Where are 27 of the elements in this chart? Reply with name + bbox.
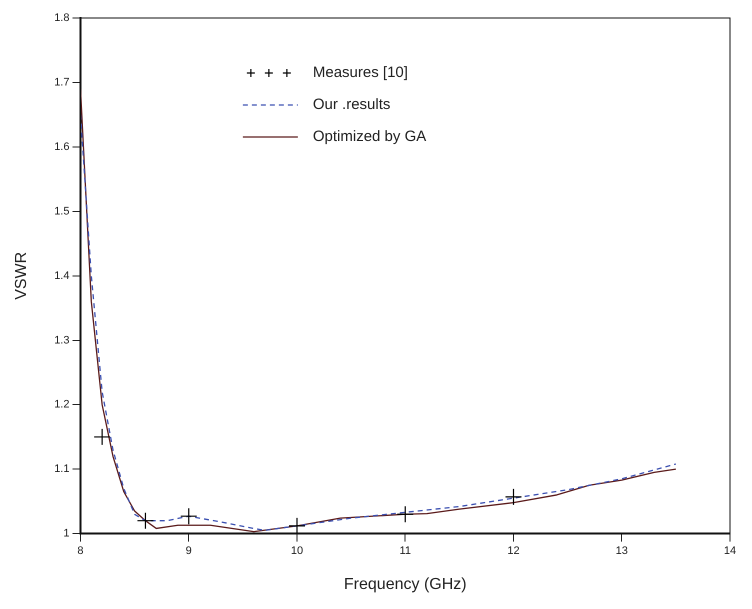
x-tick-label: 13 bbox=[616, 545, 628, 558]
x-tick-label: 11 bbox=[400, 545, 411, 558]
legend-label: Measures [10] bbox=[312, 64, 408, 82]
point bbox=[94, 428, 111, 446]
y-tick-label: 1.7 bbox=[54, 76, 70, 88]
y-tick-label: 1.2 bbox=[54, 398, 70, 411]
point bbox=[136, 512, 154, 530]
y-tick-label: 1.4 bbox=[54, 270, 70, 282]
legend-label: Optimized by GA bbox=[312, 128, 426, 146]
y-tick-label: 1.6 bbox=[54, 140, 70, 153]
y-tick-label: 1.3 bbox=[54, 334, 70, 346]
point bbox=[396, 506, 414, 523]
point bbox=[180, 508, 198, 525]
x-tick-label: 8 bbox=[77, 545, 84, 558]
x-tick-label: 10 bbox=[290, 545, 304, 558]
point bbox=[288, 517, 306, 534]
x-tick-label: 12 bbox=[507, 545, 520, 558]
y-axis-title: VSWR bbox=[13, 252, 30, 300]
y-tick-label: 1.5 bbox=[54, 205, 70, 218]
x-tick-label: 14 bbox=[724, 545, 736, 558]
y-tick-label: 1 bbox=[63, 528, 70, 540]
y-tick-label: 1.8 bbox=[54, 12, 70, 24]
point bbox=[504, 488, 522, 506]
x-tick-label: 9 bbox=[186, 545, 192, 558]
x-axis-title: Frequency (GHz) bbox=[344, 576, 467, 593]
legend-label: Our .results bbox=[312, 96, 390, 114]
y-tick-label: 1.1 bbox=[54, 463, 70, 476]
